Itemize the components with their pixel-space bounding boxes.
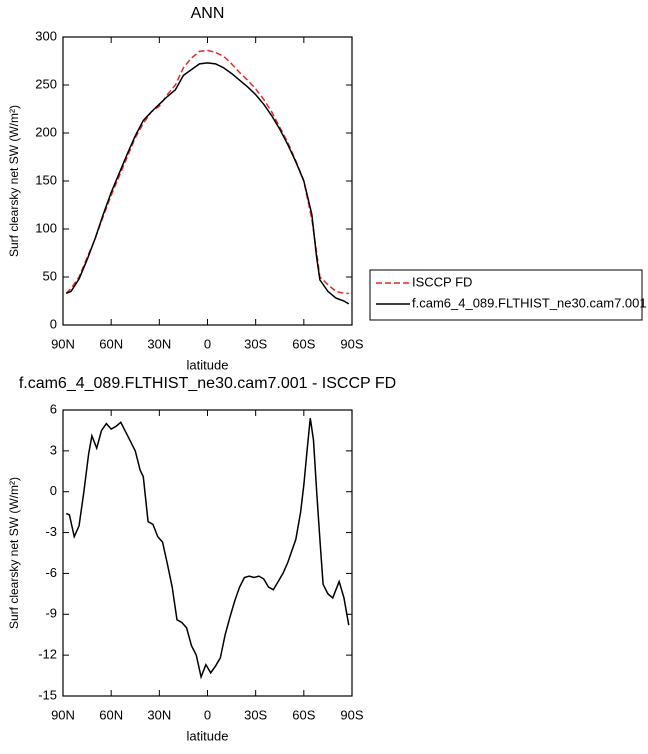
plot-frame <box>62 36 353 326</box>
y-tick-label: 0 <box>50 316 57 331</box>
y-tick-label: 0 <box>50 483 57 498</box>
y-axis-label: Surf clearsky net SW (W/m²) <box>7 477 21 629</box>
chart-title: ANN <box>191 5 225 22</box>
y-tick-label: 6 <box>50 401 57 416</box>
y-tick-label: 100 <box>35 220 57 235</box>
x-tick-label: 60S <box>292 707 315 722</box>
y-tick-label: -6 <box>45 565 57 580</box>
data-line <box>65 62 350 305</box>
legend-label: ISCCP FD <box>412 274 472 289</box>
y-tick-label: 3 <box>50 442 57 457</box>
x-tick-label: 60N <box>99 336 123 351</box>
y-tick-label: 250 <box>35 76 57 91</box>
chart-title: f.cam6_4_089.FLTHIST_ne30.cam7.001 - ISC… <box>19 375 396 392</box>
x-tick-label: 90S <box>340 336 363 351</box>
x-axis-label: latitude <box>187 357 229 372</box>
y-tick-label: 50 <box>43 268 57 283</box>
y-tick-label: -15 <box>38 687 57 702</box>
data-line <box>65 49 349 295</box>
x-tick-label: 90N <box>51 707 75 722</box>
y-tick-label: -3 <box>45 524 57 539</box>
legend-label: f.cam6_4_089.FLTHIST_ne30.cam7.001 <box>412 295 647 310</box>
y-tick-label: 200 <box>35 124 57 139</box>
x-tick-label: 30S <box>244 707 267 722</box>
legend-box <box>369 269 643 321</box>
plot-frame <box>62 409 353 697</box>
x-tick-label: 0 <box>204 707 211 722</box>
y-tick-label: 150 <box>35 172 57 187</box>
x-tick-label: 90N <box>51 336 75 351</box>
y-tick-label: -9 <box>45 606 57 621</box>
x-tick-label: 0 <box>204 336 211 351</box>
y-tick-label: -12 <box>38 647 57 662</box>
x-tick-label: 30N <box>147 336 171 351</box>
y-axis-label: Surf clearsky net SW (W/m²) <box>7 105 21 257</box>
x-axis-label: latitude <box>187 728 229 743</box>
x-tick-label: 60S <box>292 336 315 351</box>
x-tick-label: 60N <box>99 707 123 722</box>
data-line <box>65 418 350 680</box>
y-tick-label: 300 <box>35 28 57 43</box>
x-tick-label: 30N <box>147 707 171 722</box>
x-tick-label: 30S <box>244 336 267 351</box>
x-tick-label: 90S <box>340 707 363 722</box>
